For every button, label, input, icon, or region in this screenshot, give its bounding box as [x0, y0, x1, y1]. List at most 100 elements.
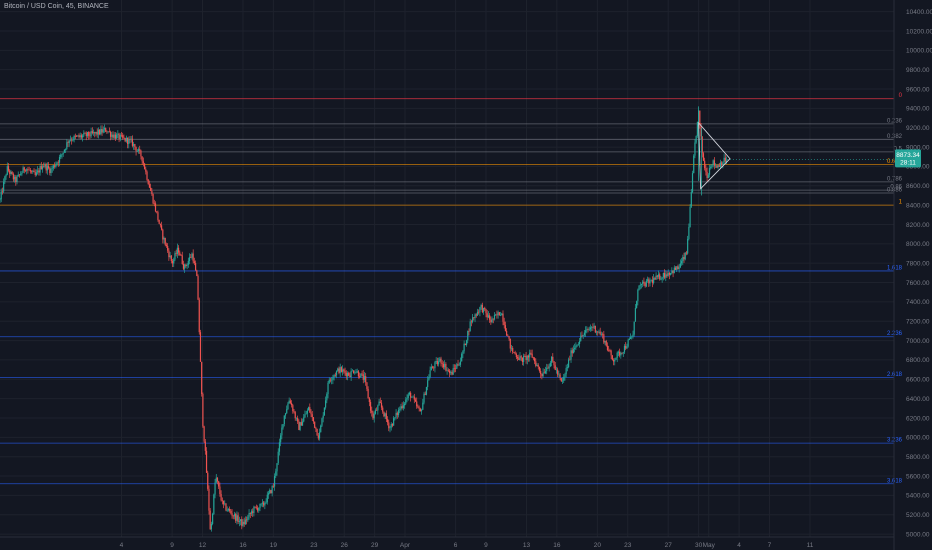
candle-body [461, 353, 463, 362]
candle-body [297, 417, 299, 422]
price-tick-label: 5000.00 [906, 531, 930, 538]
candle-body [320, 425, 322, 433]
candle-body [69, 139, 72, 141]
time-tick-label: 29 [371, 542, 379, 549]
candle-body [423, 393, 425, 403]
candle-body [503, 321, 505, 326]
candle-body [261, 502, 264, 504]
candle-body [198, 299, 200, 333]
candle-body [510, 347, 513, 349]
candle-body [672, 270, 674, 274]
candle-body [604, 340, 606, 343]
candle-body [633, 321, 635, 335]
candle-body [684, 252, 686, 260]
candle-body [360, 373, 362, 378]
candle-body [699, 110, 701, 126]
candle-body [317, 435, 319, 439]
time-tick-label: 12 [199, 542, 207, 549]
candle-body [589, 327, 592, 330]
candle-body [18, 174, 21, 176]
candle-body [702, 153, 705, 161]
candle-body [339, 367, 341, 373]
candle-body [197, 276, 199, 300]
candle-body [23, 167, 25, 171]
candle-body [538, 366, 541, 371]
candle-body [441, 363, 443, 364]
candle-body [570, 350, 572, 360]
last-price-badge [895, 149, 921, 168]
candle-body [380, 402, 383, 408]
candle-body [693, 155, 695, 174]
candle-body [186, 264, 188, 266]
time-tick-label: May [703, 542, 716, 549]
candle-body [667, 272, 669, 276]
candle-body [145, 169, 147, 172]
candle-body [315, 427, 317, 429]
candle-body [645, 280, 647, 287]
candle-body [88, 131, 90, 136]
candle-body [397, 409, 400, 416]
candle-body [345, 372, 347, 377]
candle-body [448, 370, 451, 374]
candle-body [558, 374, 560, 376]
candle-body [603, 334, 605, 343]
candle-body [15, 176, 17, 182]
candle-body [60, 154, 62, 158]
candle-body [544, 371, 547, 374]
price-tick-label: 9800.00 [906, 67, 930, 74]
candle-body [627, 339, 629, 347]
candle-body [21, 172, 23, 175]
candle-body [220, 494, 222, 501]
candle-body [120, 134, 123, 136]
candle-body [58, 157, 61, 163]
price-tick-label: 8600.00 [906, 183, 930, 190]
candle-body [521, 357, 524, 362]
candle-body [493, 315, 496, 320]
price-axis[interactable]: 5000.00 5200.00 5400.00 5600.00 5800.00 6000.… [906, 9, 932, 538]
price-tick-label: 6600.00 [906, 377, 930, 384]
candle-body [151, 190, 153, 195]
candle-body [362, 374, 364, 380]
candle-body [224, 503, 226, 505]
candle-body [312, 417, 315, 422]
candle-body [492, 318, 494, 320]
candle-body [283, 415, 285, 425]
candle-body [541, 373, 543, 377]
candle-body [547, 367, 549, 369]
candle-body [419, 408, 421, 412]
candle-body [506, 330, 508, 336]
candle-body [490, 319, 492, 323]
candle-body [475, 314, 477, 316]
candle-body [54, 165, 56, 167]
candle-body [632, 334, 634, 337]
candle-body [644, 282, 646, 287]
candle-body [229, 509, 231, 511]
candle-body [163, 238, 165, 240]
candle-body [300, 422, 302, 426]
candle-body [678, 267, 680, 269]
candle-body [128, 139, 130, 145]
candle-body [249, 513, 251, 514]
fib-level-label: 0.786 [887, 176, 903, 182]
candle-body [342, 369, 344, 372]
candle-body [616, 352, 618, 358]
candle-body [673, 267, 675, 274]
candle-body [256, 507, 259, 511]
candle-body [507, 335, 509, 337]
time-tick-label: 11 [807, 542, 814, 549]
candle-body [331, 379, 333, 381]
candle-body [10, 171, 12, 174]
candle-body [516, 357, 519, 359]
candle-body [290, 403, 293, 406]
time-axis[interactable]: 4 9 12 16 19 23 26 29 Apr 6 9 13 16 20 23 27 30 May 4 7 11 [120, 542, 814, 549]
candle-body [95, 131, 97, 134]
candle-body [349, 375, 351, 377]
candle-body [442, 363, 445, 368]
candle-body [509, 338, 511, 349]
candle-body [393, 418, 395, 426]
candle-body [610, 350, 612, 356]
candle-body [321, 418, 323, 426]
candle-body [103, 128, 106, 130]
candle-body [294, 412, 296, 419]
